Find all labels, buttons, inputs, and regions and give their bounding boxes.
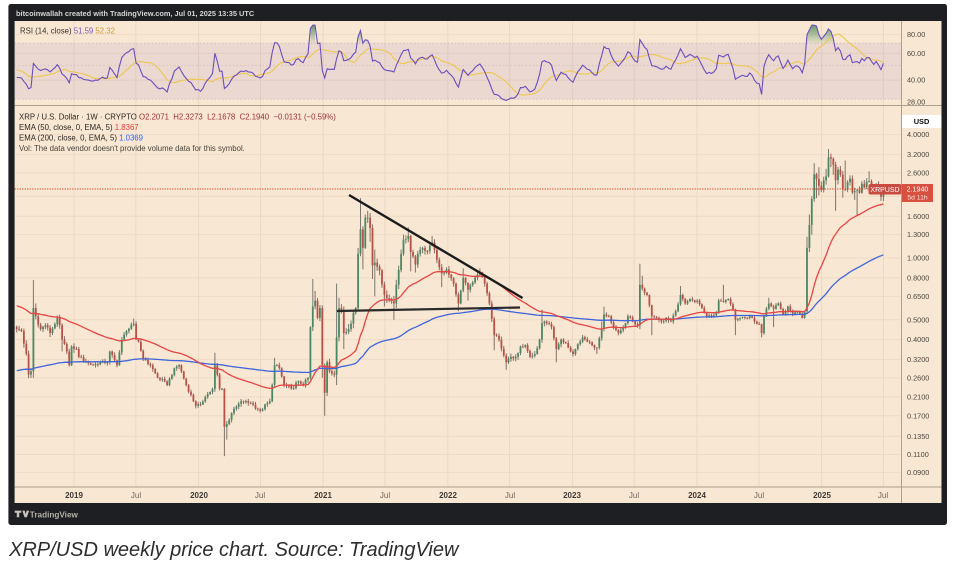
svg-text:5d 11h: 5d 11h bbox=[907, 194, 928, 201]
svg-text:0.5000: 0.5000 bbox=[907, 315, 929, 324]
svg-text:EMA (200, close, 0, EMA, 5) 1.: EMA (200, close, 0, EMA, 5) 1.0369 bbox=[19, 134, 143, 143]
svg-text:TradingView: TradingView bbox=[30, 511, 79, 520]
svg-text:2.6000: 2.6000 bbox=[907, 169, 929, 178]
svg-text:1.0000: 1.0000 bbox=[907, 254, 929, 263]
svg-text:2020: 2020 bbox=[190, 491, 208, 500]
svg-text:0.1100: 0.1100 bbox=[907, 450, 929, 459]
svg-text:Jul: Jul bbox=[255, 491, 265, 500]
svg-text:Vol: The data vendor doesn't p: Vol: The data vendor doesn't provide vol… bbox=[19, 144, 245, 153]
svg-text:2022: 2022 bbox=[439, 491, 457, 500]
svg-text:Jul: Jul bbox=[629, 491, 639, 500]
svg-text:2.1940: 2.1940 bbox=[907, 186, 929, 194]
svg-text:0.2600: 0.2600 bbox=[907, 374, 929, 383]
svg-text:RSI (14, close) 51.59 52.32: RSI (14, close) 51.59 52.32 bbox=[20, 27, 115, 36]
svg-text:2024: 2024 bbox=[688, 491, 706, 500]
svg-text:USD: USD bbox=[914, 117, 930, 126]
svg-text:4.0000: 4.0000 bbox=[907, 130, 929, 139]
svg-text:Jul: Jul bbox=[754, 491, 764, 500]
svg-text:80.00: 80.00 bbox=[907, 30, 925, 39]
svg-text:Jul: Jul bbox=[380, 491, 390, 500]
svg-text:28.00: 28.00 bbox=[907, 98, 925, 107]
svg-text:1.6000: 1.6000 bbox=[907, 212, 929, 221]
svg-text:0.3200: 0.3200 bbox=[907, 355, 929, 364]
svg-text:0.6500: 0.6500 bbox=[907, 292, 929, 301]
svg-text:1.3000: 1.3000 bbox=[907, 230, 929, 239]
svg-text:0.8000: 0.8000 bbox=[907, 274, 929, 283]
svg-text:2023: 2023 bbox=[563, 491, 581, 500]
svg-text:0.1350: 0.1350 bbox=[907, 432, 929, 441]
svg-text:0.4000: 0.4000 bbox=[907, 335, 929, 344]
svg-text:bitcoinwallah created with Tra: bitcoinwallah created with TradingView.c… bbox=[16, 9, 255, 18]
svg-text:XRP / U.S. Dollar · 1W · CRYPT: XRP / U.S. Dollar · 1W · CRYPTO O2.2071 … bbox=[19, 113, 336, 122]
svg-text:2019: 2019 bbox=[65, 491, 83, 500]
svg-text:40.00: 40.00 bbox=[907, 76, 925, 85]
svg-text:0.0900: 0.0900 bbox=[907, 468, 929, 477]
svg-text:Jul: Jul bbox=[878, 491, 888, 500]
svg-text:Jul: Jul bbox=[131, 491, 141, 500]
svg-text:2025: 2025 bbox=[813, 491, 831, 500]
svg-text:XRPUSD: XRPUSD bbox=[870, 187, 899, 194]
svg-text:EMA (50, close, 0, EMA, 5) 1.8: EMA (50, close, 0, EMA, 5) 1.8367 bbox=[19, 123, 139, 132]
svg-text:0.1700: 0.1700 bbox=[907, 411, 929, 420]
svg-text:Jul: Jul bbox=[505, 491, 515, 500]
svg-text:2021: 2021 bbox=[314, 491, 332, 500]
svg-text:60.00: 60.00 bbox=[907, 49, 925, 58]
svg-text:0.2100: 0.2100 bbox=[907, 393, 929, 402]
svg-text:3.2000: 3.2000 bbox=[907, 150, 929, 159]
